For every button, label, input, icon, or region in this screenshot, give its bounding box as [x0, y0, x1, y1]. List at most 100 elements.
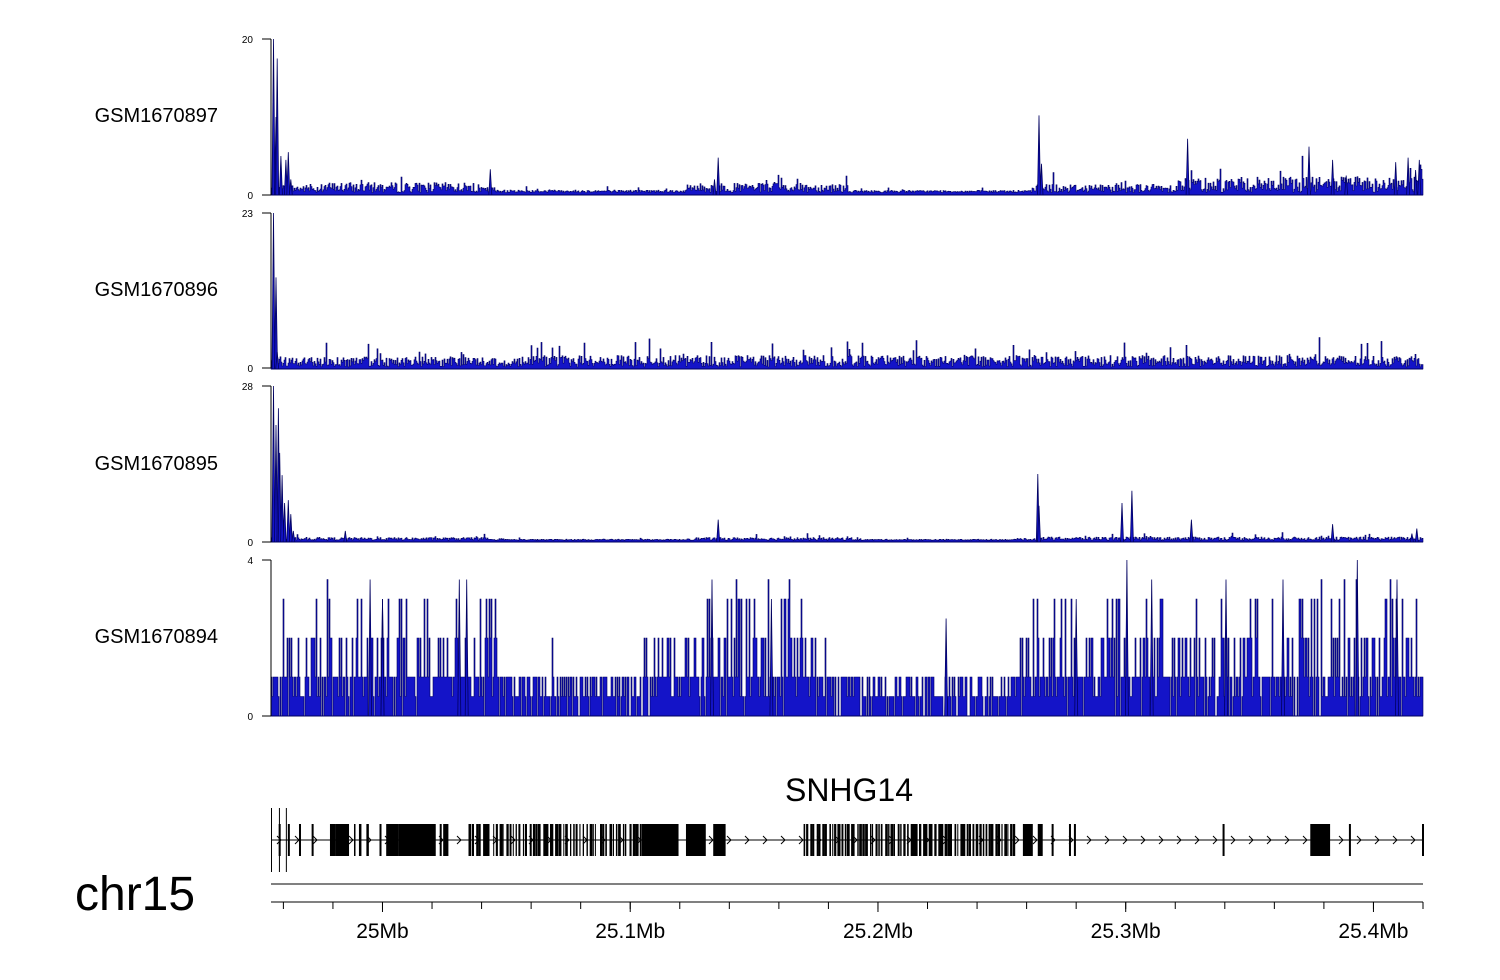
x-tick-label: 25Mb	[356, 920, 409, 943]
strand-arrow	[1374, 835, 1380, 845]
gene-name: SNHG14	[785, 772, 913, 808]
y-max-label: 23	[242, 209, 254, 220]
signal-peak	[1129, 490, 1134, 543]
exon	[495, 824, 498, 856]
track-GSM1670897: GSM1670897 20 0	[95, 35, 1424, 202]
exon	[565, 824, 568, 856]
exon	[1012, 824, 1016, 856]
strand-arrow	[1194, 835, 1200, 845]
exon	[639, 824, 642, 856]
exon	[579, 824, 581, 856]
signal-peak	[944, 618, 949, 717]
exon	[586, 824, 588, 856]
exon	[635, 824, 639, 856]
strand-arrow	[1158, 835, 1164, 845]
exon	[488, 824, 490, 856]
exon	[803, 824, 806, 856]
exon	[515, 824, 517, 856]
exon	[960, 824, 964, 856]
exon	[834, 824, 837, 856]
exon	[600, 824, 603, 856]
exon	[1004, 824, 1007, 856]
exon	[570, 824, 572, 856]
signal-peak	[1124, 559, 1129, 717]
exon	[535, 824, 538, 856]
exon	[609, 824, 613, 856]
exon	[1010, 824, 1013, 856]
exon	[919, 824, 922, 856]
exon	[852, 824, 855, 856]
signal-peak	[1189, 519, 1194, 543]
exon	[875, 824, 878, 856]
signal-peak	[1414, 528, 1419, 543]
exon	[468, 824, 471, 856]
exon	[483, 824, 486, 856]
exon	[979, 824, 982, 856]
signal-peak	[1149, 579, 1154, 717]
signal-peak	[769, 598, 774, 717]
exon	[975, 824, 979, 856]
exon	[551, 824, 554, 856]
exon	[582, 824, 584, 856]
exon-block	[1310, 824, 1331, 856]
signal-peak	[343, 530, 348, 543]
signal-fill	[270, 155, 1424, 196]
signal-peak	[1409, 533, 1414, 543]
exon	[485, 824, 489, 856]
exon	[934, 824, 937, 856]
exon	[818, 824, 821, 856]
exon	[950, 824, 952, 856]
exon	[923, 824, 926, 856]
exon	[837, 824, 841, 856]
exon	[940, 824, 944, 856]
gene-exons	[270, 808, 1424, 872]
strand-arrow	[1176, 835, 1182, 845]
exon	[859, 824, 862, 856]
exon	[632, 824, 636, 856]
exon-block	[329, 824, 336, 856]
strand-arrow	[1212, 835, 1218, 845]
signal-peak	[278, 155, 283, 196]
strand-arrow	[1140, 835, 1146, 845]
signal-fill	[270, 337, 1424, 370]
exon	[893, 824, 895, 856]
signal-peak	[282, 502, 287, 543]
exon	[810, 824, 813, 856]
minor-ticks	[282, 902, 1424, 909]
exon	[878, 824, 880, 856]
strand-arrow	[456, 835, 462, 845]
strand-arrow	[1230, 835, 1236, 845]
signal-peak	[716, 157, 721, 196]
signal-peak	[288, 179, 293, 196]
track-label: GSM1670894	[95, 626, 218, 648]
exon	[298, 824, 301, 856]
exon	[1348, 824, 1351, 856]
track-GSM1670896: GSM1670896 23 0	[95, 209, 1424, 375]
exon	[903, 824, 906, 856]
exon	[476, 824, 479, 856]
exon	[841, 824, 844, 856]
genome-axis: chr15 25Mb 25.1Mb 25.2Mb 25.3Mb 25.4Mb	[75, 868, 1424, 943]
strand-arrow	[1410, 835, 1416, 845]
strand-arrow	[798, 835, 804, 845]
exon	[478, 824, 481, 856]
strand-arrow	[1104, 835, 1110, 845]
signal-peak	[712, 179, 717, 196]
signal-peak	[1037, 115, 1041, 196]
exon-block	[353, 824, 356, 856]
exon	[629, 824, 632, 856]
exon	[1001, 824, 1003, 856]
exon	[824, 824, 827, 856]
signal-peak	[1406, 157, 1411, 196]
exon	[602, 824, 605, 856]
exon	[880, 824, 883, 856]
exon	[1068, 824, 1071, 856]
exon	[865, 824, 868, 856]
exon	[532, 824, 536, 856]
exon	[524, 824, 527, 856]
exon	[871, 824, 874, 856]
y-min-label: 0	[247, 538, 253, 549]
exon	[509, 824, 512, 856]
track-GSM1670895: GSM1670895 28 0	[95, 382, 1424, 549]
